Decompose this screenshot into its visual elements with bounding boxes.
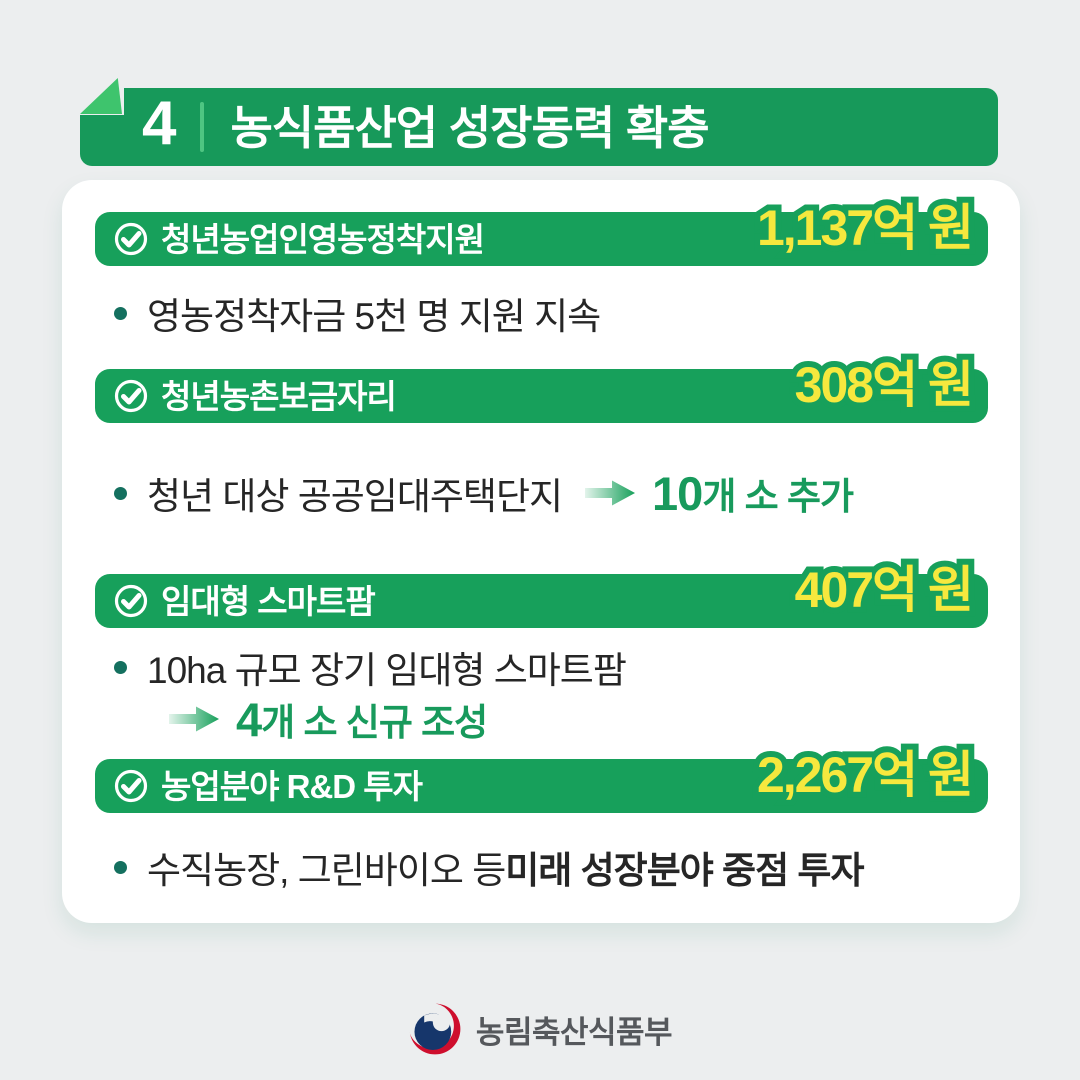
gradient-arrow-right-icon bbox=[169, 706, 219, 732]
detail-text: 영농정착자금 5천 명 지원 지속 bbox=[147, 296, 601, 337]
item-amount: 2,267억 원 2,267억 원 bbox=[751, 741, 980, 809]
amount-outline: 2,267억 원 bbox=[751, 741, 980, 809]
detail-row: 수직농장, 그린바이오 등 미래 성장분야 중점 투자 bbox=[114, 840, 865, 894]
detail-text: 10ha 규모 장기 임대형 스마트팜 bbox=[147, 650, 627, 691]
gradient-arrow-right-icon bbox=[585, 480, 636, 506]
item-amount: 407억 원 407억 원 bbox=[789, 556, 980, 624]
item-bar-young-farmer-settlement: 청년농업인영농정착지원 1,137억 원 1,137억 원 bbox=[95, 194, 988, 266]
item-amount: 308억 원 308억 원 bbox=[789, 351, 980, 419]
highlight-text: 개 소 추가 bbox=[702, 476, 854, 517]
item-label: 청년농업인영농정착지원 bbox=[161, 221, 485, 258]
section-number: 4 bbox=[142, 89, 177, 158]
highlight-number: 10 bbox=[652, 466, 703, 520]
amount-text: 1,137억 원 bbox=[756, 200, 974, 256]
bullet-dot bbox=[114, 306, 127, 320]
bullet-dot bbox=[114, 860, 127, 874]
amount-outline: 308억 원 bbox=[789, 351, 980, 419]
footer: 농림축산식품부 bbox=[0, 1002, 1080, 1056]
check-circle-icon bbox=[114, 222, 148, 256]
item-bar-rental-smart-farm: 임대형 스마트팜 407억 원 407억 원 bbox=[95, 556, 988, 628]
amount-text: 308억 원 bbox=[794, 357, 974, 413]
detail-row: 10ha 규모 장기 임대형 스마트팜 bbox=[114, 640, 627, 694]
item-bar-agri-rnd-investment: 농업분야 R&D 투자 2,267억 원 2,267억 원 bbox=[95, 741, 988, 813]
check-circle-icon bbox=[114, 584, 148, 618]
korea-government-emblem bbox=[408, 1003, 461, 1055]
detail-text: 청년 대상 공공임대주택단지 bbox=[147, 476, 563, 517]
item-amount: 1,137억 원 1,137억 원 bbox=[751, 194, 980, 262]
detail-row: 청년 대상 공공임대주택단지 10 개 소 추가 bbox=[114, 466, 854, 520]
bullet-dot bbox=[114, 486, 127, 500]
item-label: 농업분야 R&D 투자 bbox=[161, 768, 423, 805]
header-banner: 4 농식품산업 성장동력 확충 bbox=[80, 88, 998, 166]
bullet-dot bbox=[114, 660, 127, 674]
content-card: 청년농업인영농정착지원 1,137억 원 1,137억 원 영농정착자금 5천 … bbox=[62, 180, 1020, 923]
highlight-number: 4 bbox=[236, 692, 262, 746]
detail-row-continued: 4 개 소 신규 조성 bbox=[114, 692, 488, 746]
header-divider bbox=[200, 102, 205, 152]
amount-outline: 1,137억 원 bbox=[751, 194, 980, 262]
amount-text: 407억 원 bbox=[794, 562, 974, 618]
amount-outline: 407억 원 bbox=[789, 556, 980, 624]
detail-text: 수직농장, 그린바이오 등 bbox=[147, 850, 506, 891]
detail-text-bold: 미래 성장분야 중점 투자 bbox=[505, 850, 864, 891]
detail-row: 영농정착자금 5천 명 지원 지속 bbox=[114, 286, 601, 340]
page-title: 농식품산업 성장동력 확충 bbox=[230, 102, 709, 154]
item-bar-young-rural-housing: 청년농촌보금자리 308억 원 308억 원 bbox=[95, 351, 988, 423]
check-circle-icon bbox=[114, 769, 148, 803]
amount-text: 2,267억 원 bbox=[756, 747, 974, 803]
check-circle-icon bbox=[114, 379, 148, 413]
banner-fold-corner bbox=[80, 78, 122, 114]
ministry-name: 농림축산식품부 bbox=[475, 1014, 673, 1050]
item-label: 청년농촌보금자리 bbox=[161, 378, 397, 415]
item-label: 임대형 스마트팜 bbox=[161, 583, 376, 620]
highlight-text: 개 소 신규 조성 bbox=[261, 702, 488, 743]
